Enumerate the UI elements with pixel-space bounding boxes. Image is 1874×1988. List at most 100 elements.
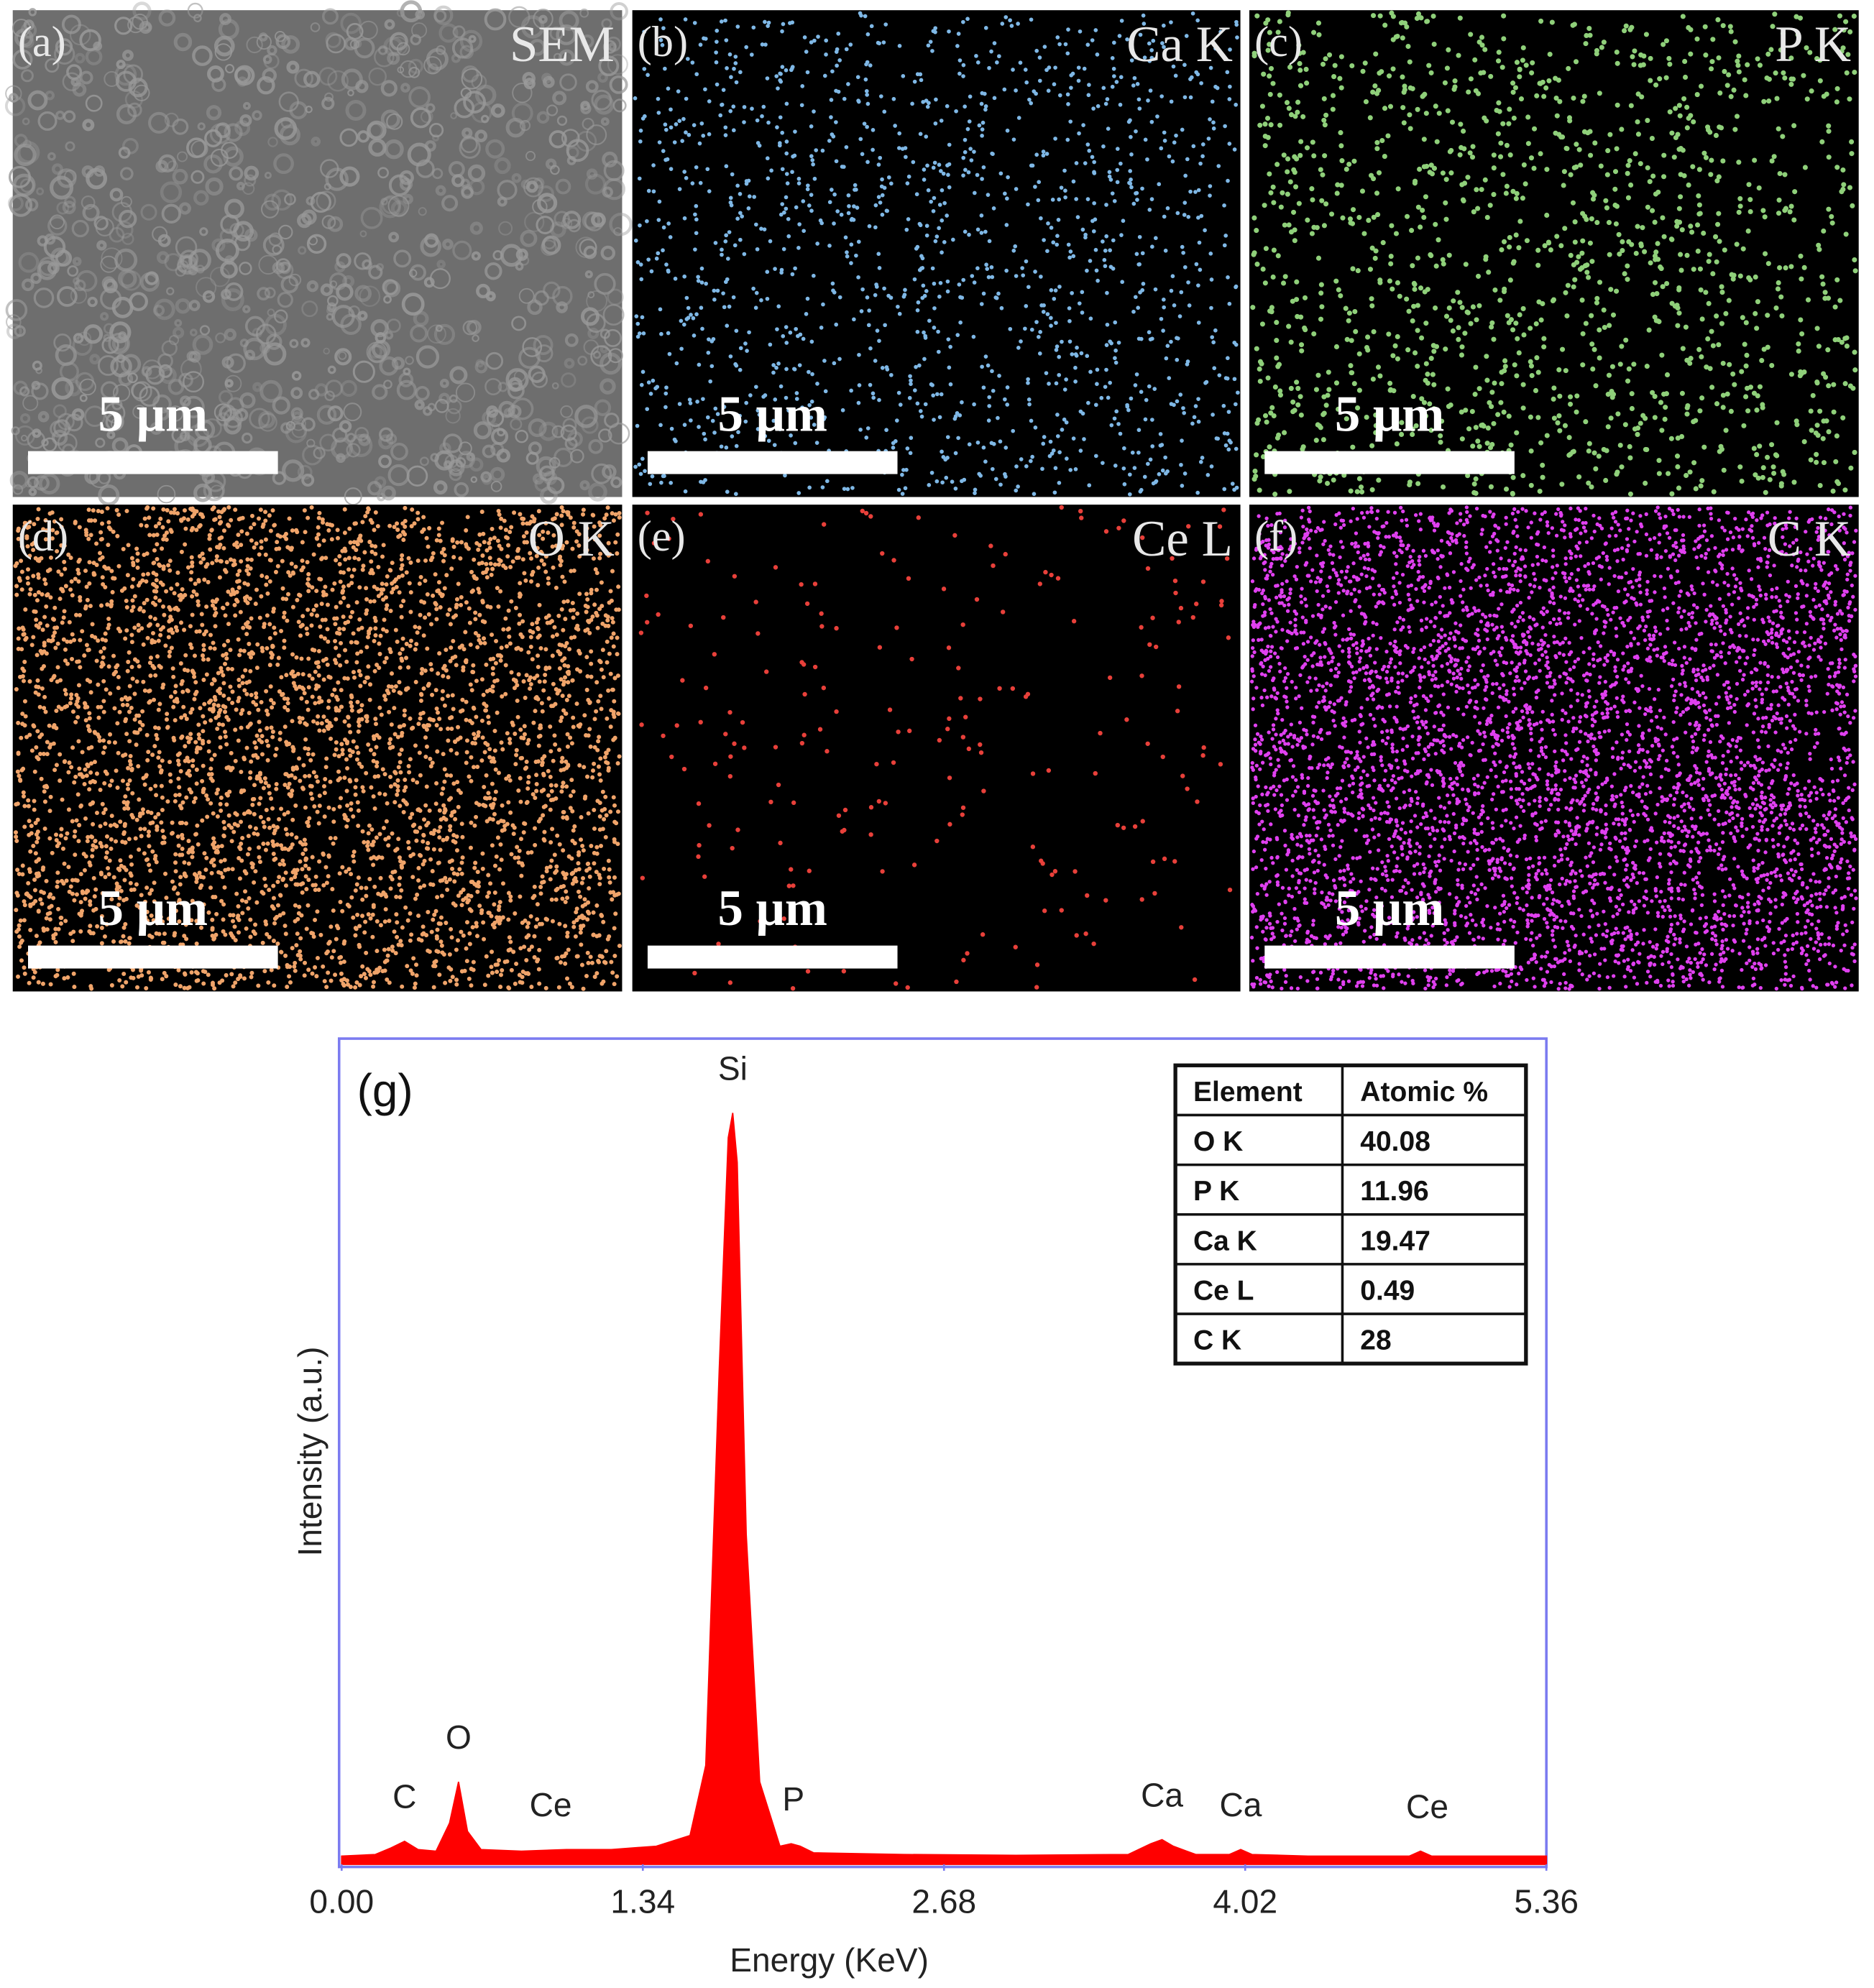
texture: [562, 211, 582, 229]
texture: [224, 123, 243, 142]
texture: [281, 34, 300, 54]
texture: [522, 337, 543, 357]
texture: [372, 384, 388, 400]
texture: [574, 405, 598, 428]
texture: [592, 351, 602, 359]
texture: [377, 492, 386, 502]
texture: [556, 301, 568, 313]
texture: [242, 432, 253, 444]
texture: [193, 190, 209, 206]
texture: [471, 101, 492, 124]
texture: [357, 310, 368, 321]
texture: [598, 428, 612, 443]
texture: [219, 390, 233, 405]
texture: [175, 298, 191, 314]
texture: [423, 56, 442, 75]
texture: [368, 67, 387, 86]
texture: [525, 180, 538, 193]
texture: [172, 168, 188, 185]
texture: [388, 36, 408, 56]
texture: [586, 124, 607, 146]
texture: [450, 112, 457, 119]
texture: [428, 122, 444, 138]
texture: [244, 316, 266, 336]
texture: [446, 399, 462, 415]
panel-title: P K: [1775, 17, 1851, 73]
texture: [380, 198, 388, 206]
texture: [380, 80, 398, 97]
texture: [490, 103, 505, 118]
texture: [51, 377, 74, 400]
texture: [438, 392, 451, 405]
texture: [420, 235, 441, 257]
texture: [62, 72, 82, 91]
texture: [482, 444, 496, 459]
texture: [347, 89, 354, 97]
texture: [508, 6, 530, 28]
x-axis-title: Energy (KeV): [730, 1941, 929, 1979]
texture: [613, 226, 623, 236]
texture: [431, 134, 440, 142]
texture: [100, 312, 109, 321]
peak-label: Ca: [1220, 1786, 1262, 1823]
texture: [215, 239, 239, 262]
texture: [53, 333, 72, 352]
texture: [586, 168, 598, 180]
texture: [321, 96, 335, 111]
texture: [314, 383, 329, 397]
texture: [188, 300, 201, 311]
texture: [96, 240, 107, 251]
texture: [123, 64, 144, 85]
panel-label: (d): [18, 512, 68, 561]
texture: [384, 139, 404, 160]
texture: [393, 249, 412, 268]
texture: [187, 2, 203, 19]
texture: [189, 328, 198, 337]
texture: [518, 346, 541, 369]
table-header: Element: [1193, 1077, 1303, 1108]
texture: [468, 178, 485, 195]
texture: [496, 448, 510, 463]
peak-label: P: [782, 1780, 804, 1818]
texture: [249, 408, 270, 429]
texture: [415, 345, 440, 369]
texture: [32, 360, 42, 371]
texture: [600, 352, 622, 375]
texture: [497, 180, 518, 201]
texture: [104, 402, 126, 424]
texture: [410, 324, 428, 343]
texture: [182, 395, 205, 418]
texture: [264, 287, 276, 299]
texture: [173, 32, 193, 52]
texture: [490, 466, 505, 482]
texture: [64, 195, 76, 208]
texture: [266, 333, 283, 350]
texture: [74, 279, 86, 292]
texture: [551, 382, 559, 390]
texture: [400, 0, 423, 23]
element-dots: [1249, 505, 1858, 991]
texture: [497, 196, 507, 207]
texture: [57, 286, 78, 307]
panel-label: (e): [638, 512, 686, 561]
texture: [192, 334, 213, 355]
texture: [327, 365, 336, 374]
texture: [320, 159, 339, 178]
texture: [206, 105, 222, 121]
texture: [555, 178, 571, 195]
texture: [466, 452, 476, 461]
peak-label: Ca: [1141, 1776, 1183, 1813]
texture: [449, 468, 462, 482]
texture: [423, 406, 433, 416]
texture: [372, 340, 391, 359]
texture: [282, 459, 305, 482]
texture: [289, 101, 308, 120]
texture: [581, 416, 599, 434]
texture: [5, 85, 22, 102]
texture: [167, 160, 178, 172]
texture: [21, 434, 28, 442]
texture: [594, 272, 616, 295]
texture: [116, 60, 126, 70]
texture: [111, 399, 123, 410]
texture: [104, 70, 120, 88]
